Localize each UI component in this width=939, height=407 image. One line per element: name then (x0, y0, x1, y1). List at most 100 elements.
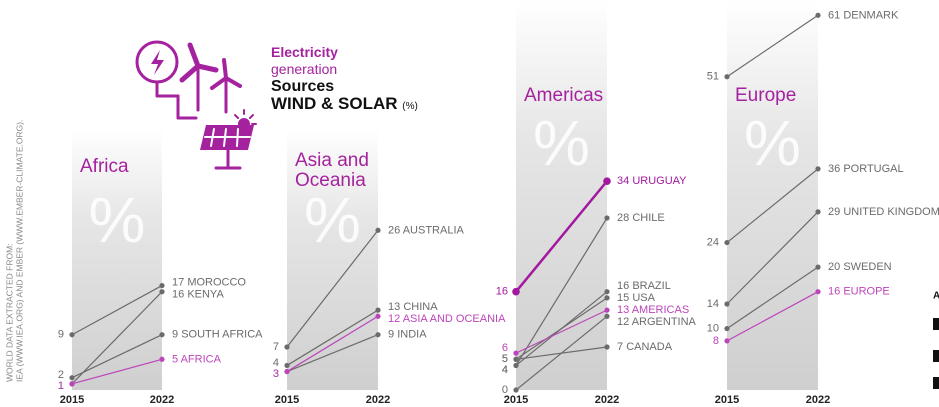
x-tick-label: 2015 (504, 394, 528, 406)
series-line (286, 229, 379, 348)
end-label: 29 UNITED KINGDOM (828, 206, 939, 218)
start-label: 14 (707, 298, 719, 310)
end-value: 12 (388, 313, 400, 325)
series-line (726, 168, 819, 244)
start-label: 16 (496, 286, 508, 298)
point (724, 301, 730, 307)
point (815, 12, 821, 18)
end-value: 7 (617, 341, 623, 353)
end-label: 12 ASIA AND OCEANIA (388, 313, 506, 325)
source-line: WORLD DATA EXTRACTED FROM: (4, 243, 14, 382)
end-value: 16 (172, 289, 184, 301)
x-tick-label: 2015 (60, 394, 84, 406)
end-label: 5 AFRICA (172, 353, 222, 365)
point (724, 74, 730, 80)
x-tick-label: 2015 (715, 394, 739, 406)
point (159, 356, 165, 362)
point (815, 209, 821, 215)
header-title: WIND & SOLAR (%) (271, 95, 418, 115)
start-label: 7 (273, 341, 279, 353)
end-label: 20 SWEDEN (828, 261, 892, 273)
start-label: 8 (713, 335, 719, 347)
series-name: CANADA (626, 341, 673, 353)
unit: (%) (402, 101, 418, 112)
x-tick-label: 2015 (275, 394, 299, 406)
point (375, 332, 381, 338)
point (604, 289, 610, 295)
end-label: 13 CHINA (388, 301, 438, 313)
point (604, 344, 610, 350)
end-value: 9 (172, 329, 178, 341)
end-value: 26 (388, 224, 400, 236)
end-value: 16 (617, 280, 629, 292)
series-name: AUSTRALIA (403, 224, 465, 236)
x-tick-label: 2022 (150, 394, 174, 406)
series-line (71, 358, 163, 385)
series-line (286, 309, 379, 366)
series-line (515, 309, 608, 354)
point (284, 368, 290, 375)
point (604, 295, 610, 301)
start-label: 1 (58, 380, 64, 392)
region-title: Africa (80, 156, 129, 177)
point (513, 362, 519, 369)
header-line: WIND & SOLAR (271, 94, 398, 113)
series-name: KENYA (187, 289, 224, 301)
end-label: 15 USA (617, 292, 656, 304)
watermark: % (304, 184, 361, 256)
edge-text: A (933, 291, 939, 302)
header: Electricity generation Sources WIND & SO… (271, 44, 418, 115)
start-label: 9 (58, 329, 64, 341)
end-value: 36 (828, 163, 840, 175)
end-label: 7 CANADA (617, 341, 673, 353)
point (375, 227, 381, 233)
edge-bar (933, 318, 939, 330)
start-label: 3 (273, 368, 279, 380)
series-name: PORTUGAL (843, 163, 903, 175)
end-label: 9 INDIA (388, 329, 427, 341)
series-name: AMERICAS (632, 304, 689, 316)
header-line: Sources (271, 78, 335, 95)
series-name: USA (632, 292, 655, 304)
watermark: % (533, 107, 590, 179)
start-label: 4 (502, 364, 508, 376)
point (815, 166, 821, 172)
series-name: CHINA (403, 301, 438, 313)
end-label: 28 CHILE (617, 212, 665, 224)
band (72, 128, 162, 390)
point (69, 375, 75, 381)
x-tick-label: 2022 (806, 394, 830, 406)
band (727, 0, 818, 390)
end-label: 16 KENYA (172, 289, 224, 301)
series-line (71, 285, 163, 336)
start-label: 1 (58, 380, 64, 392)
x-tick-label: 2022 (595, 394, 619, 406)
series-line (726, 14, 819, 78)
icon (135, 40, 257, 170)
series-name: ARGENTINA (632, 316, 697, 328)
series-line (515, 180, 608, 293)
point (604, 215, 610, 221)
end-label: 26 AUSTRALIA (388, 224, 464, 236)
point (159, 332, 165, 338)
header-line: generation (271, 61, 338, 77)
region-title: Americas (524, 85, 604, 106)
series-line (286, 315, 379, 373)
end-label: 16 EUROPE (828, 286, 890, 298)
point (513, 356, 519, 362)
series-name: BRAZIL (632, 280, 671, 292)
end-value: 5 (172, 353, 178, 365)
end-value: 20 (828, 261, 840, 273)
end-label: 17 MOROCCO (172, 277, 246, 289)
start-label: 0 (502, 384, 508, 396)
x-tick-label: 2022 (366, 394, 390, 406)
source: WORLD DATA EXTRACTED FROM: IEA (WWW.IEA.… (4, 120, 24, 382)
region-title: Asia and Oceania (295, 150, 369, 191)
series-name: URUGUAY (632, 175, 687, 187)
series-name: MOROCCO (187, 277, 246, 289)
series-line (515, 217, 608, 366)
